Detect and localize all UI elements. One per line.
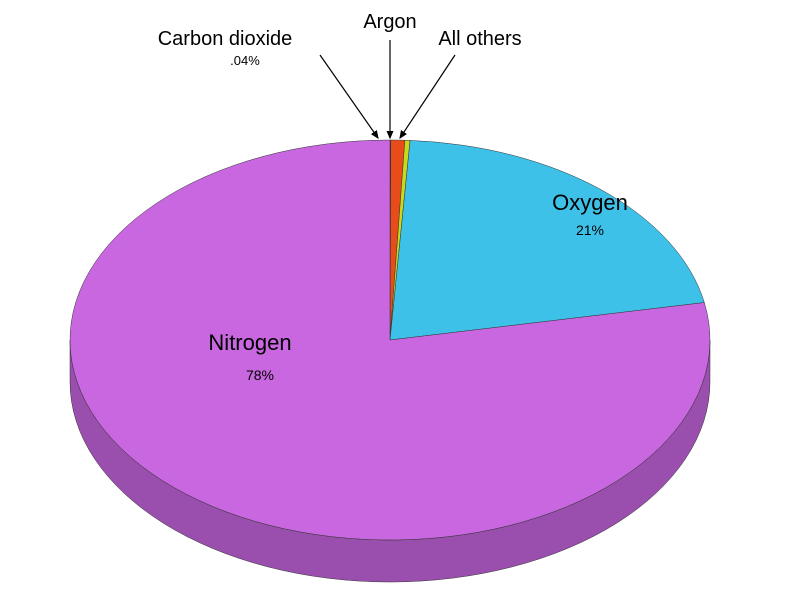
callout-argon: Argon (363, 11, 416, 33)
label-nitrogen: Nitrogen (208, 330, 291, 355)
arrow-co2 (320, 55, 378, 138)
pct-nitrogen: 78% (246, 367, 274, 383)
pct-oxygen: 21% (576, 222, 604, 238)
callout-others: All others (438, 28, 521, 50)
atmosphere-pie-chart: Oxygen 21% Nitrogen 78% Carbon dioxide .… (0, 0, 800, 600)
arrow-others (400, 55, 455, 138)
callout-co2: Carbon dioxide (158, 28, 293, 50)
callout-co2-sub: .04% (230, 53, 260, 68)
label-oxygen: Oxygen (552, 190, 628, 215)
